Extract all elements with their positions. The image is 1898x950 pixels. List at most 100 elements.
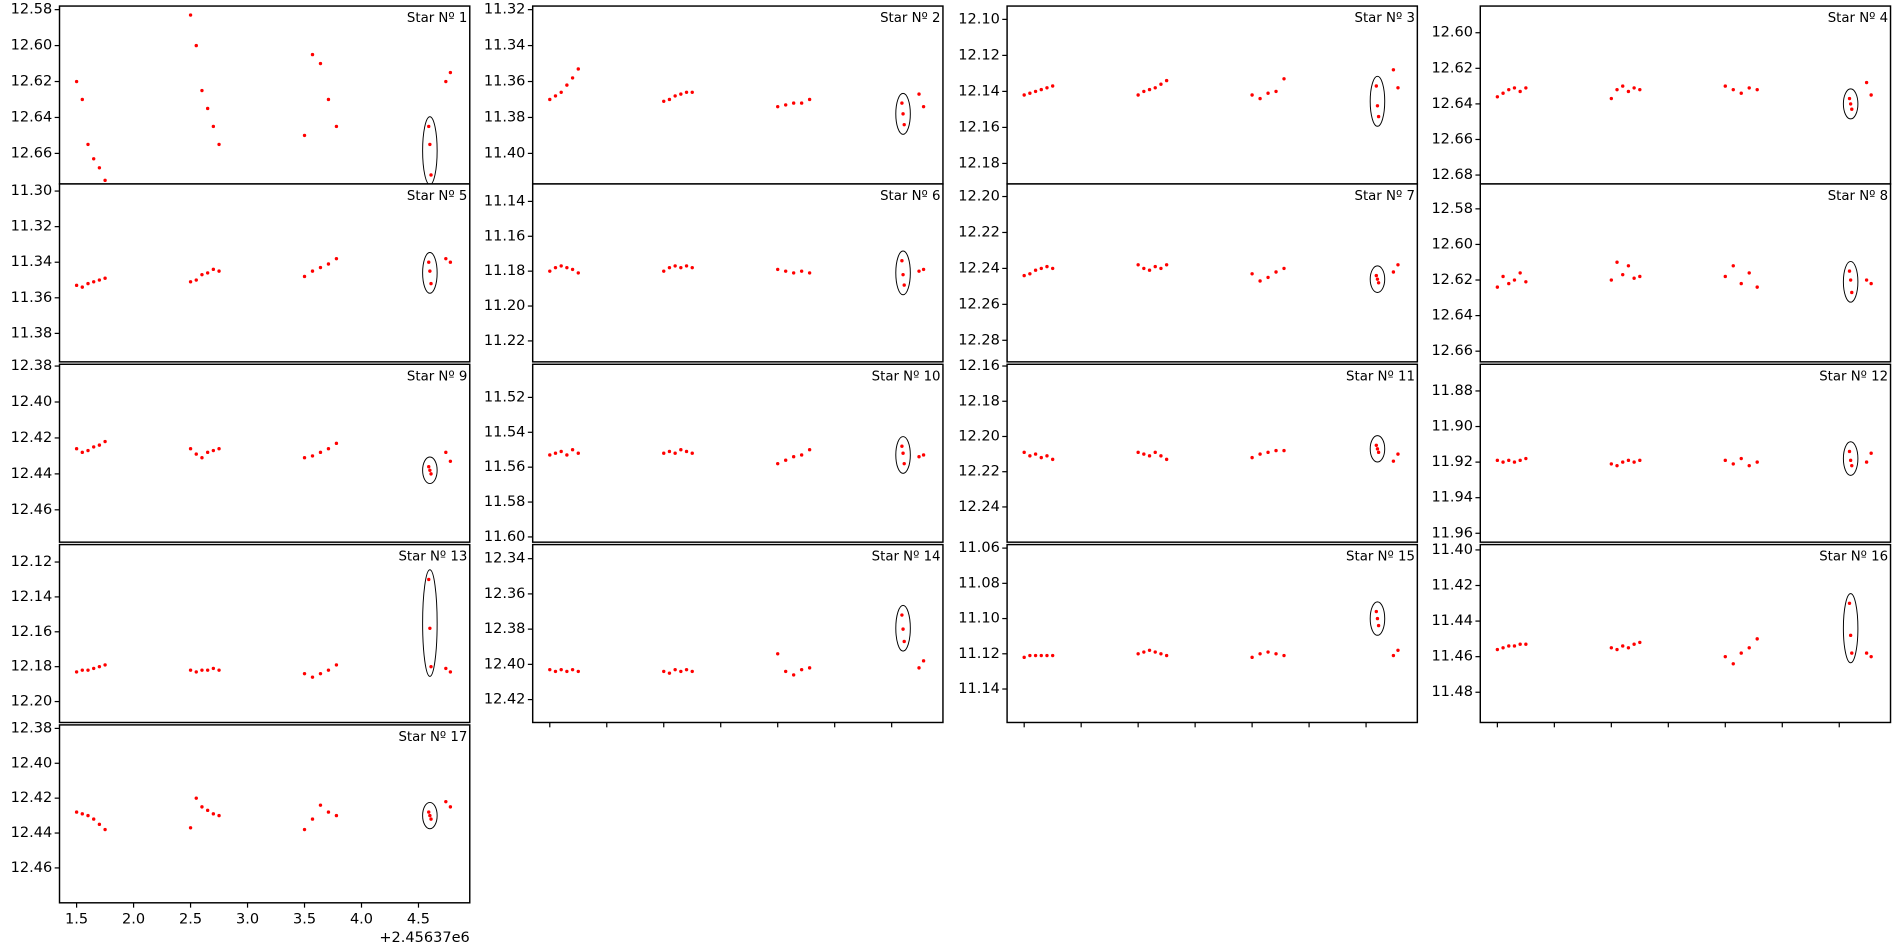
data-point bbox=[1164, 78, 1169, 83]
data-point bbox=[1136, 93, 1140, 97]
data-point bbox=[1632, 86, 1636, 90]
data-point bbox=[1374, 84, 1379, 88]
axes-frame bbox=[1006, 5, 1419, 185]
data-point bbox=[1153, 86, 1157, 90]
axes-frame bbox=[58, 363, 471, 543]
data-point bbox=[1022, 273, 1026, 278]
data-point bbox=[548, 97, 552, 102]
y-tick-label: 12.18 bbox=[958, 155, 1000, 171]
data-point bbox=[1045, 454, 1049, 458]
data-point bbox=[1512, 644, 1517, 648]
data-point bbox=[326, 262, 331, 266]
data-point bbox=[1396, 86, 1400, 90]
y-tick-label: 12.14 bbox=[11, 589, 53, 605]
data-point bbox=[1250, 272, 1254, 276]
data-point bbox=[662, 669, 666, 674]
y-tick-label: 12.14 bbox=[958, 83, 1000, 99]
panel: 11.30 11.32 11.34 11.36 11.38 Star Nº 5 bbox=[11, 183, 471, 363]
y-tick-label: 12.28 bbox=[958, 332, 1000, 348]
highlight-ellipse bbox=[895, 250, 911, 296]
data-point bbox=[302, 274, 307, 279]
data-point bbox=[310, 52, 315, 57]
data-point bbox=[1621, 84, 1625, 88]
y-tick-label: 12.60 bbox=[11, 38, 53, 54]
data-point bbox=[917, 92, 921, 96]
data-point bbox=[1050, 266, 1055, 271]
data-point bbox=[429, 173, 433, 177]
data-point bbox=[1142, 452, 1146, 456]
y-tick-label: 11.22 bbox=[484, 333, 526, 349]
highlight-ellipse bbox=[422, 456, 438, 485]
axes-frame bbox=[1006, 363, 1419, 543]
y-tick-label: 12.12 bbox=[11, 554, 53, 570]
data-point bbox=[103, 178, 107, 183]
data-point bbox=[103, 439, 107, 444]
y-tick-label: 11.40 bbox=[484, 145, 526, 161]
data-point bbox=[576, 451, 580, 455]
data-point bbox=[667, 265, 672, 270]
data-point bbox=[901, 627, 905, 631]
panel: 12.38 12.40 12.42 12.44 12.46 Star Nº 17 1.5 2.… bbox=[11, 720, 471, 928]
data-point bbox=[200, 456, 204, 460]
data-point bbox=[74, 810, 79, 814]
y-tick-label: 11.42 bbox=[1431, 578, 1473, 594]
data-point bbox=[326, 668, 331, 672]
panel-title: Star Nº 12 bbox=[1819, 369, 1888, 384]
y-tick-label: 12.12 bbox=[958, 47, 1000, 63]
data-point bbox=[1638, 274, 1642, 279]
y-tick-label: 12.64 bbox=[1431, 96, 1473, 112]
data-point bbox=[1022, 655, 1026, 660]
highlight-ellipse bbox=[1842, 88, 1859, 120]
data-point bbox=[570, 267, 575, 272]
y-tick-label: 12.44 bbox=[11, 825, 53, 841]
data-point bbox=[1850, 651, 1854, 655]
panel-title: Star Nº 4 bbox=[1828, 11, 1888, 26]
data-point bbox=[1136, 652, 1140, 656]
data-point bbox=[1507, 87, 1511, 92]
data-point bbox=[1850, 107, 1854, 111]
data-point bbox=[1375, 104, 1380, 108]
y-tick-label: 12.40 bbox=[484, 656, 526, 672]
data-point bbox=[1621, 272, 1625, 277]
data-point bbox=[428, 626, 432, 630]
data-point bbox=[92, 157, 96, 161]
panel-title: Star Nº 1 bbox=[407, 11, 467, 26]
data-point bbox=[1147, 87, 1152, 92]
data-point bbox=[217, 447, 221, 451]
highlight-ellipse bbox=[1369, 601, 1386, 636]
data-point bbox=[1850, 290, 1854, 295]
data-point bbox=[1045, 264, 1049, 269]
data-point bbox=[310, 269, 315, 273]
data-point bbox=[1375, 447, 1380, 451]
y-tick-label: 12.46 bbox=[11, 860, 53, 876]
axes-frame bbox=[531, 543, 944, 724]
data-point bbox=[673, 94, 677, 98]
data-point bbox=[205, 271, 210, 275]
data-point bbox=[807, 97, 812, 102]
y-tick-label: 11.88 bbox=[1431, 383, 1473, 399]
data-point bbox=[559, 264, 563, 268]
data-point bbox=[673, 451, 677, 455]
y-tick-label: 11.44 bbox=[1431, 613, 1473, 629]
y-tick-label: 11.94 bbox=[1431, 490, 1473, 506]
data-point bbox=[1050, 84, 1055, 88]
y-tick-label: 11.36 bbox=[484, 74, 526, 90]
y-tick-label: 11.18 bbox=[484, 263, 526, 279]
data-point bbox=[1375, 277, 1380, 281]
data-point bbox=[74, 283, 79, 288]
data-point bbox=[807, 271, 812, 275]
data-point bbox=[1376, 623, 1381, 628]
data-point bbox=[662, 451, 666, 455]
data-point bbox=[1847, 601, 1852, 605]
data-point bbox=[1512, 86, 1517, 90]
panel: 12.38 12.40 12.42 12.44 12.46 Star Nº 9 bbox=[11, 358, 471, 543]
data-point bbox=[776, 461, 780, 466]
data-point bbox=[86, 142, 90, 147]
data-point bbox=[565, 83, 569, 87]
panel-title: Star Nº 11 bbox=[1346, 369, 1415, 384]
data-point bbox=[205, 808, 210, 813]
data-point bbox=[80, 285, 84, 289]
data-point bbox=[1869, 93, 1873, 97]
data-point bbox=[1501, 91, 1505, 95]
data-point bbox=[92, 666, 96, 671]
